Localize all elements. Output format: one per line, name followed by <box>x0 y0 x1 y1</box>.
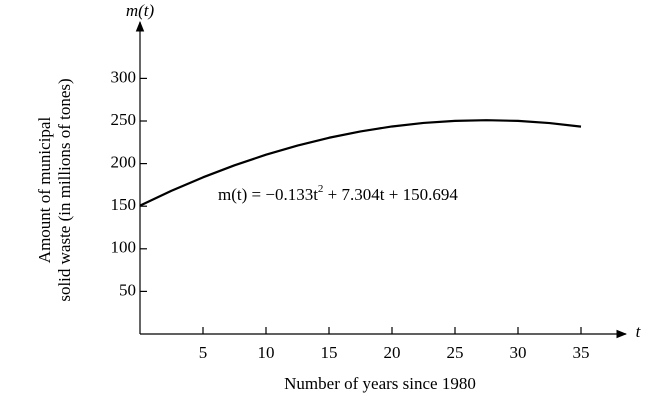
y-tick-label: 50 <box>119 280 136 299</box>
x-tick-label: 5 <box>199 343 208 362</box>
annotation: m(t) = −0.133t2 + 7.304t + 150.694 <box>218 183 458 204</box>
x-tick-label: 15 <box>321 343 338 362</box>
y-tick-label: 250 <box>111 110 137 129</box>
y-tick-label: 150 <box>111 195 137 214</box>
curve <box>139 119 582 207</box>
y-tick-label: 200 <box>111 153 137 172</box>
y-axis-label: solid waste (in millions of tones) <box>55 78 74 301</box>
x-tick-label: 20 <box>384 343 401 362</box>
y-tick-label: 300 <box>111 67 137 86</box>
y-axis-label: Amount of municipal <box>35 117 54 264</box>
x-tick-label: 35 <box>573 343 590 362</box>
x-axis-symbol: t <box>636 322 642 341</box>
x-tick-label: 25 <box>447 343 464 362</box>
x-tick-label: 30 <box>510 343 527 362</box>
x-tick-label: 10 <box>258 343 275 362</box>
y-axis-symbol: m(t) <box>126 1 155 20</box>
x-axis-label: Number of years since 1980 <box>284 374 476 393</box>
y-tick-label: 100 <box>111 238 137 257</box>
